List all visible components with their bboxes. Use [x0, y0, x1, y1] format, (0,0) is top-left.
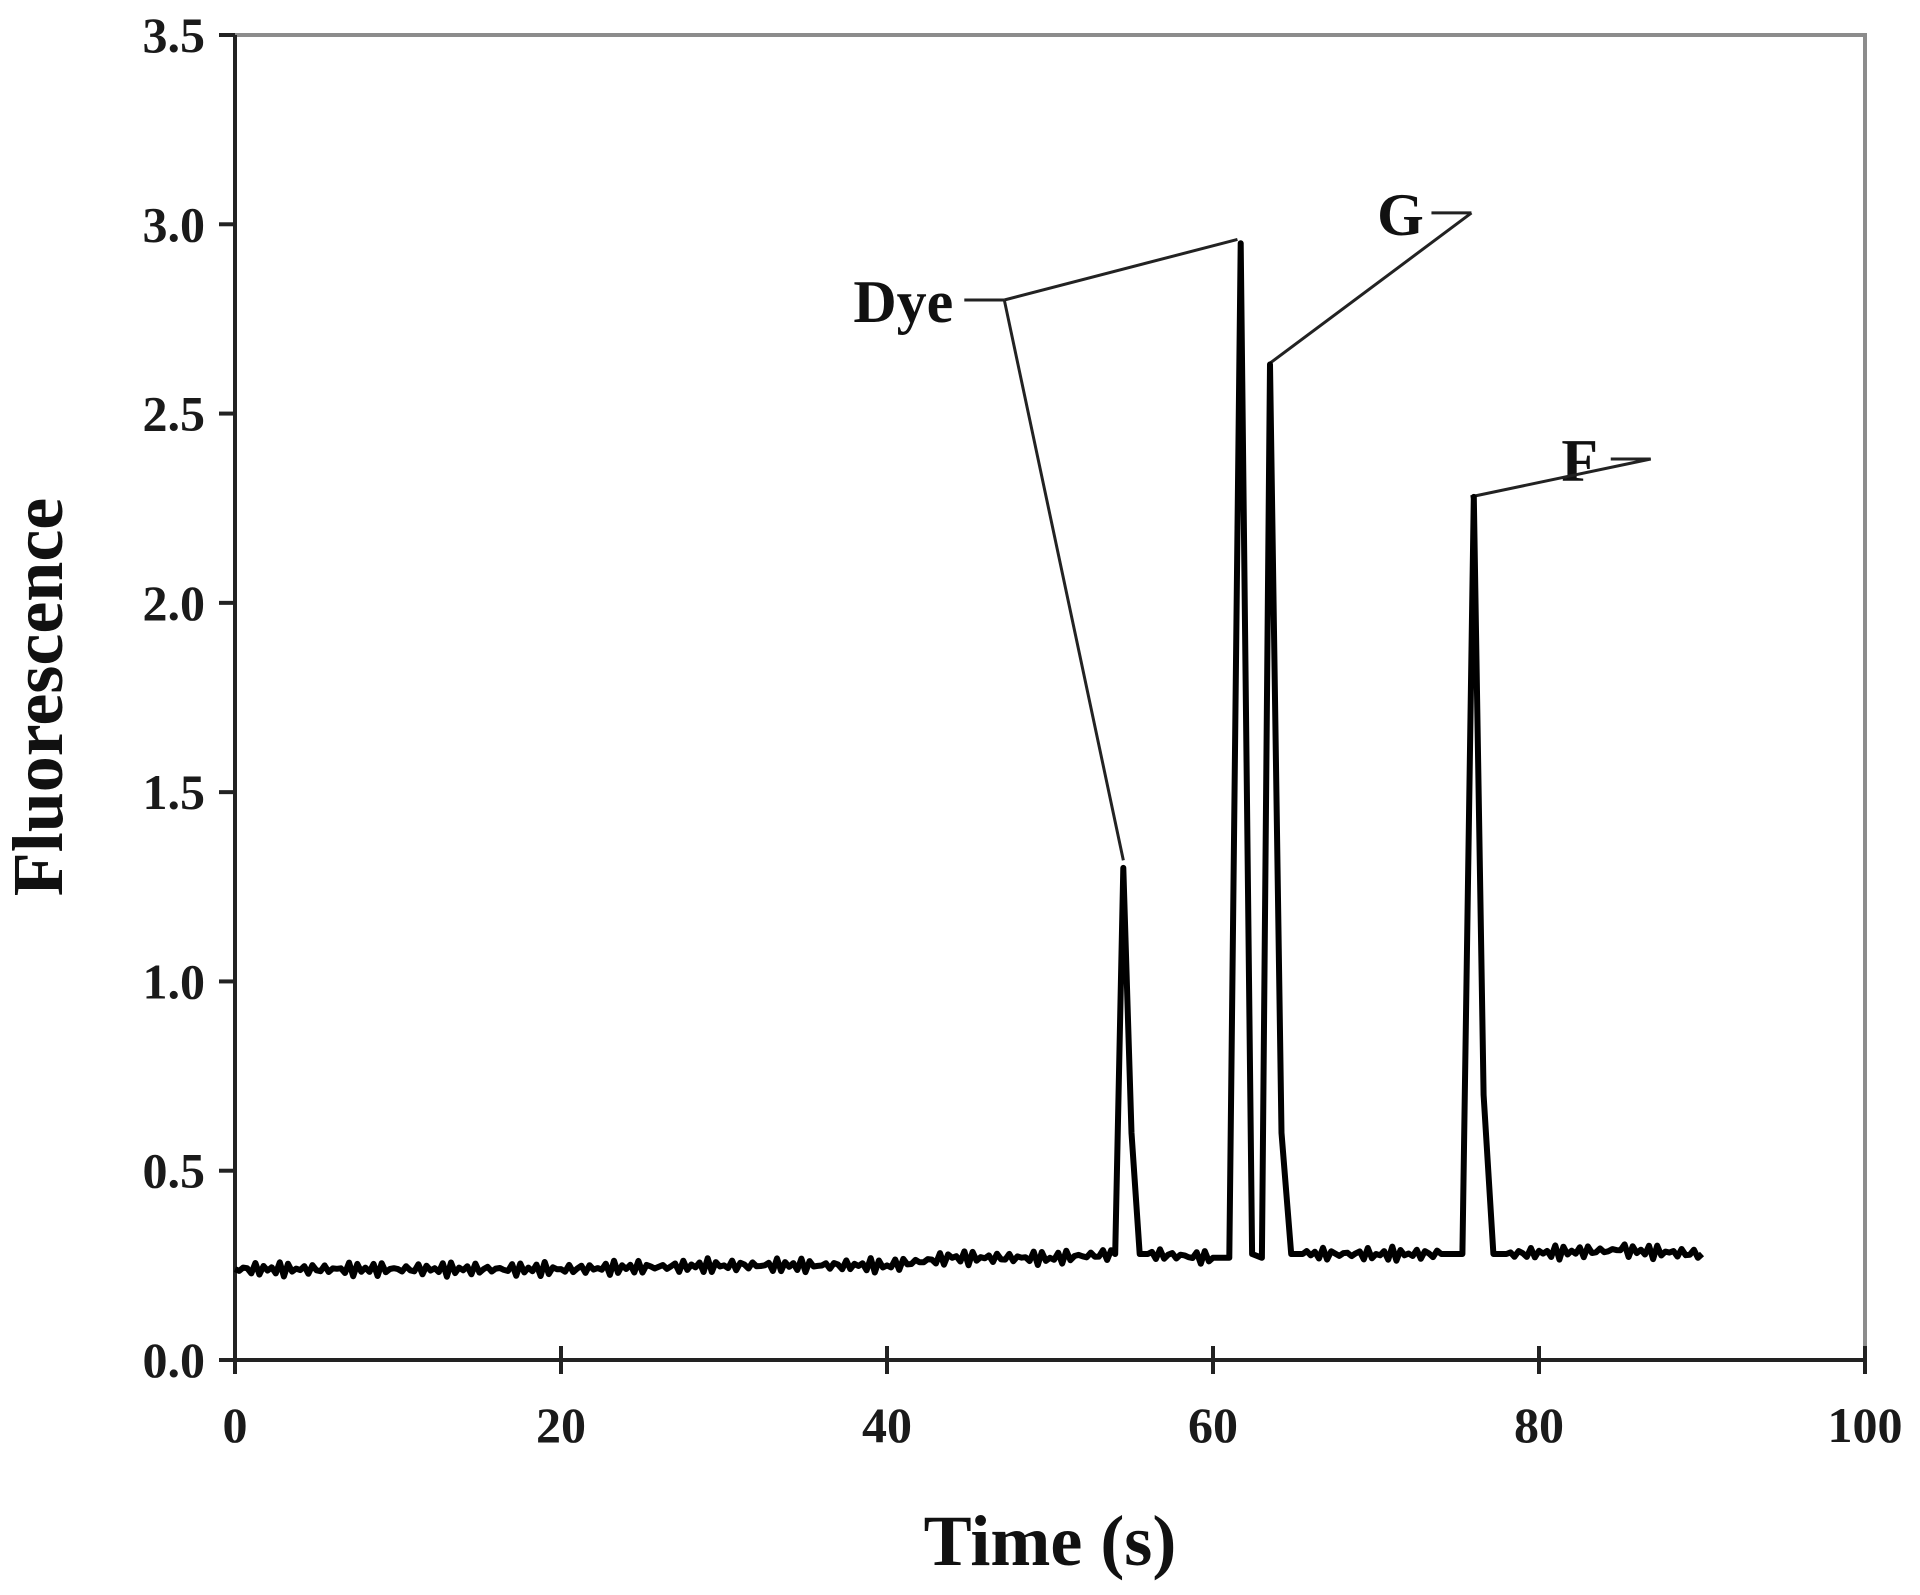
ticks: 0 20 40 60 80 100 0.0 0.5 1.0 1.5 2.0 2.5 3.0 3.5	[143, 7, 1903, 1453]
x-tick-label: 60	[1188, 1397, 1238, 1453]
plot-frame	[233, 33, 1867, 1362]
annotation-pointer	[1002, 299, 1125, 861]
y-tick-label: 3.0	[143, 196, 206, 252]
x-tick-label: 20	[536, 1397, 586, 1453]
x-tick-label: 40	[862, 1397, 912, 1453]
y-axis-title: Fluorescence	[0, 498, 78, 897]
axes	[233, 35, 1865, 1362]
annotation-pointer	[1470, 457, 1652, 499]
annotations: Dye G F	[853, 182, 1652, 861]
series-line	[233, 240, 1705, 1280]
y-tick-label: 2.5	[143, 386, 206, 442]
y-tick-label: 1.5	[143, 764, 206, 820]
y-tick-label: 0.5	[143, 1143, 206, 1199]
annotation-pointer	[1003, 237, 1238, 302]
peak-label: G	[1377, 182, 1424, 248]
x-tick-label: 80	[1514, 1397, 1564, 1453]
annotation-pointer	[1267, 211, 1473, 366]
peak-label: F	[1561, 428, 1598, 494]
y-tick-label: 1.0	[143, 953, 206, 1009]
y-tick-label: 0.0	[143, 1332, 206, 1388]
x-tick-label: 0	[223, 1397, 248, 1453]
series	[233, 240, 1705, 1280]
y-tick-label: 2.0	[143, 575, 206, 631]
peak-label: Dye	[853, 269, 953, 335]
x-tick-label: 100	[1828, 1397, 1903, 1453]
x-axis-title: Time (s)	[924, 1501, 1177, 1581]
y-tick-label: 3.5	[143, 7, 206, 63]
